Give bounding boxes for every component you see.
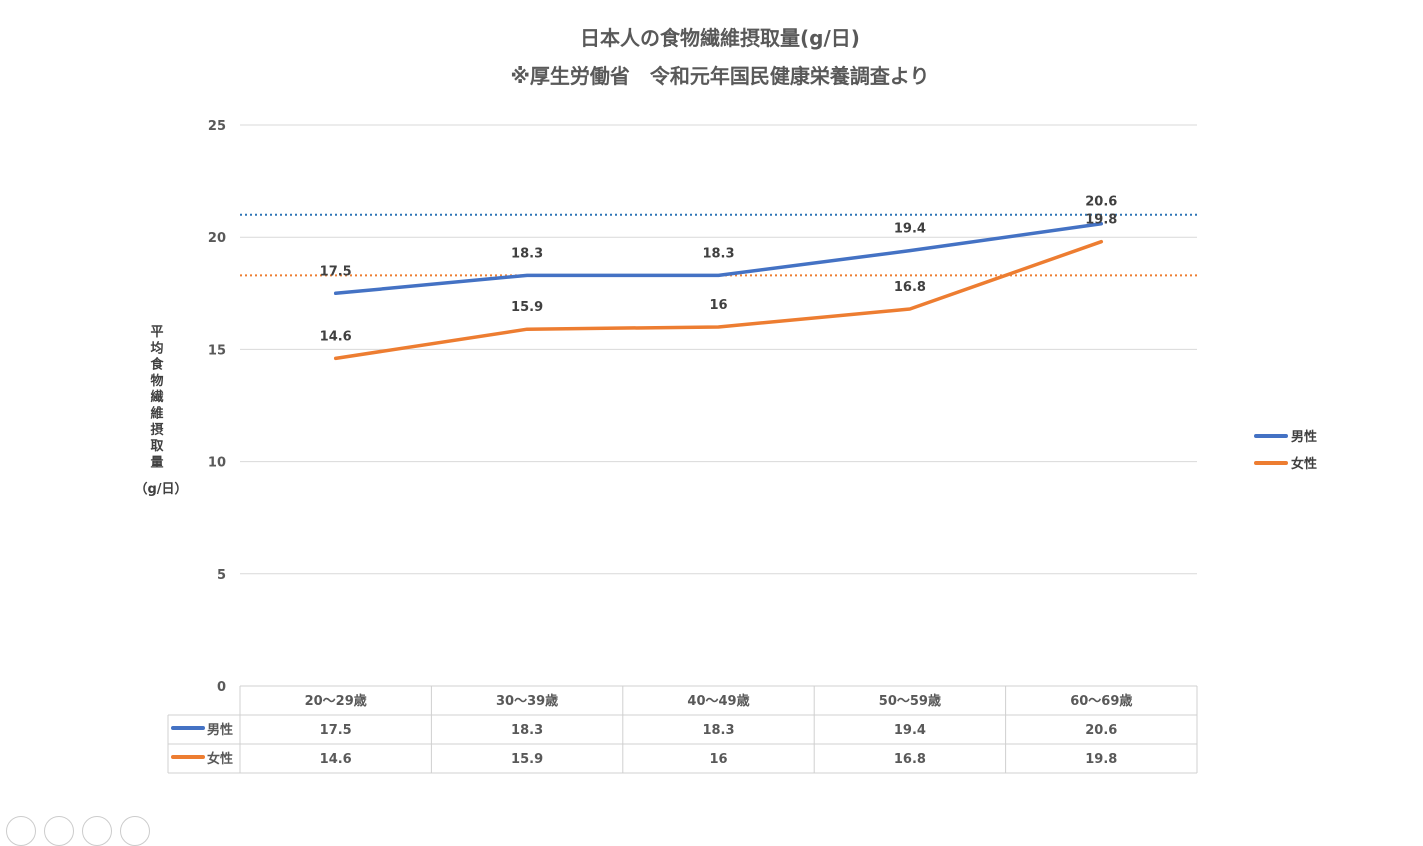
table-cell: 17.5 (320, 723, 352, 738)
table-header-cell: 50〜59歳 (879, 693, 941, 709)
zoom-icon[interactable] (82, 816, 112, 846)
y-axis-unit: （g/日） (134, 481, 187, 497)
y-axis-ticks: 0 5 10 15 20 25 (208, 119, 226, 695)
table-row-label: 女性 (207, 751, 233, 767)
data-label: 19.8 (1085, 213, 1117, 228)
y-tick-label: 0 (217, 680, 226, 695)
chart-title: 日本人の食物繊維摂取量(g/日) (580, 26, 860, 50)
table-cell: 20.6 (1085, 723, 1117, 738)
data-labels: 17.5 18.3 18.3 19.4 20.6 14.6 15.9 16 16.8 19.8 (320, 195, 1118, 345)
data-label: 16 (709, 298, 727, 313)
more-icon[interactable] (120, 816, 150, 846)
table-cell: 16.8 (894, 752, 926, 767)
y-axis-label-char: 物 (150, 373, 163, 389)
data-label: 20.6 (1085, 195, 1117, 210)
table-cell: 18.3 (511, 723, 543, 738)
data-label: 15.9 (511, 300, 543, 315)
image-icon[interactable] (44, 816, 74, 846)
y-tick-label: 10 (208, 456, 226, 471)
table-cell: 14.6 (320, 752, 352, 767)
table-header-cell: 60〜69歳 (1070, 693, 1132, 709)
data-label: 14.6 (320, 329, 352, 344)
slide-toolbar (6, 816, 150, 846)
data-label: 19.4 (894, 222, 926, 237)
y-tick-label: 5 (217, 568, 226, 583)
table-cell: 19.4 (894, 723, 926, 738)
table-cell: 19.8 (1085, 752, 1117, 767)
pen-icon[interactable] (6, 816, 36, 846)
y-axis-label-char: 量 (150, 455, 163, 470)
y-axis-label-char: 食 (150, 357, 164, 373)
y-axis-label-char: 平 (150, 325, 163, 340)
reference-lines (240, 215, 1197, 276)
data-label: 18.3 (702, 246, 734, 261)
y-tick-label: 20 (208, 231, 226, 246)
data-label: 16.8 (894, 280, 926, 295)
y-axis-label-char: 繊 (150, 389, 163, 405)
y-axis-label-char: 取 (150, 439, 164, 454)
table-header-cell: 30〜39歳 (496, 693, 558, 709)
y-axis-label-char: 摂 (150, 422, 163, 438)
table-header-cell: 20〜29歳 (305, 693, 367, 709)
table-cell: 16 (709, 752, 727, 767)
series-lines (336, 224, 1102, 359)
y-axis-label-char: 維 (150, 406, 163, 422)
y-tick-label: 15 (208, 343, 226, 358)
legend-label: 女性 (1291, 456, 1317, 472)
line-chart: 日本人の食物繊維摂取量(g/日) ※厚生労働省 令和元年国民健康栄養調査より 0… (0, 0, 1423, 829)
table-cell: 18.3 (702, 723, 734, 738)
chart-subtitle: ※厚生労働省 令和元年国民健康栄養調査より (510, 64, 929, 88)
data-label: 18.3 (511, 246, 543, 261)
y-axis-label-char: 均 (150, 340, 163, 356)
table-header-cell: 40〜49歳 (687, 693, 749, 709)
data-label: 17.5 (320, 264, 352, 279)
table-row-label: 男性 (207, 722, 233, 738)
y-tick-label: 25 (208, 119, 226, 134)
table-cell: 15.9 (511, 752, 543, 767)
legend-label: 男性 (1291, 429, 1317, 445)
